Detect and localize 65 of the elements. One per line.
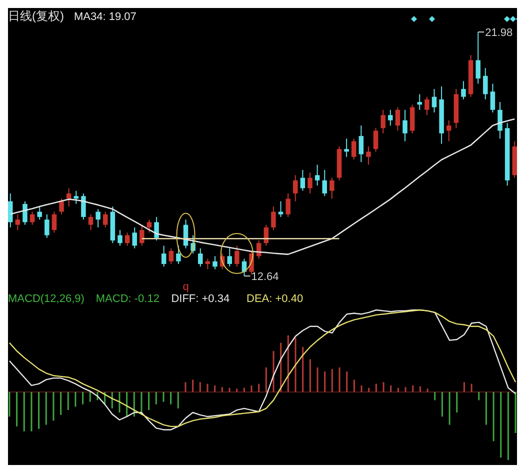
candlestick: [124, 232, 130, 246]
candlestick: [8, 192, 13, 228]
candlestick: [395, 106, 400, 132]
candlestick: [212, 256, 218, 270]
candlestick: [410, 104, 415, 134]
text: MACD: -0.12: [96, 293, 160, 305]
candlestick: [59, 198, 64, 215]
text: DIFF: +0.34: [171, 293, 230, 305]
candlestick: [490, 83, 496, 113]
candlestick: [446, 120, 452, 142]
candlestick: [234, 245, 240, 268]
candlestick: [402, 109, 408, 142]
chart-title: MACD(12,26,9): [8, 293, 84, 305]
candlestick: [66, 188, 72, 208]
candlestick: [351, 138, 356, 160]
candlestick: [81, 192, 86, 220]
candlestick: [132, 226, 137, 249]
candlestick: [432, 88, 437, 113]
annotation: 21.98: [485, 27, 513, 39]
chart-title: 日线(复权): [8, 9, 64, 23]
candlestick: [103, 211, 108, 228]
candlestick: [380, 109, 386, 134]
candlestick: [118, 230, 122, 246]
candlestick: [146, 219, 152, 234]
candlestick: [227, 248, 232, 268]
candlestick: [15, 214, 20, 231]
candlestick: [358, 125, 364, 163]
candlestick: [74, 190, 79, 204]
candlestick: [330, 177, 334, 200]
candlestick: [161, 245, 166, 268]
candlestick: [96, 208, 100, 228]
candlestick: [498, 102, 502, 140]
candlestick: [52, 211, 57, 234]
annotation: 12.64: [251, 271, 279, 283]
candlestick: [154, 216, 159, 241]
text: MA34: 19.07: [74, 11, 136, 23]
candlestick: [205, 258, 210, 270]
candlestick: [293, 174, 298, 202]
candlestick: [424, 96, 430, 116]
candlestick: [22, 200, 28, 226]
candlestick: [88, 214, 94, 231]
candlestick: [366, 146, 371, 166]
candlestick: [271, 206, 276, 231]
candlestick: [140, 224, 144, 246]
candlestick: [461, 80, 466, 100]
candlestick: [44, 214, 50, 238]
candlestick: [30, 211, 35, 226]
candlestick: [286, 192, 290, 218]
candlestick: [322, 169, 327, 197]
text: DEA: +0.40: [246, 293, 304, 305]
candlestick: [37, 206, 42, 220]
candlestick: [176, 245, 181, 264]
candlestick: [373, 128, 378, 152]
candlestick: [388, 109, 393, 126]
candlestick: [300, 169, 306, 192]
candlestick: [417, 94, 422, 110]
candlestick: [198, 248, 203, 268]
text: q: [182, 281, 189, 293]
candlestick: [168, 248, 174, 264]
candlestick: [308, 172, 312, 194]
candlestick: [344, 138, 349, 158]
candlestick: [278, 200, 284, 218]
candlestick: [476, 32, 480, 84]
candlestick: [483, 68, 488, 100]
candlestick: [314, 164, 320, 186]
